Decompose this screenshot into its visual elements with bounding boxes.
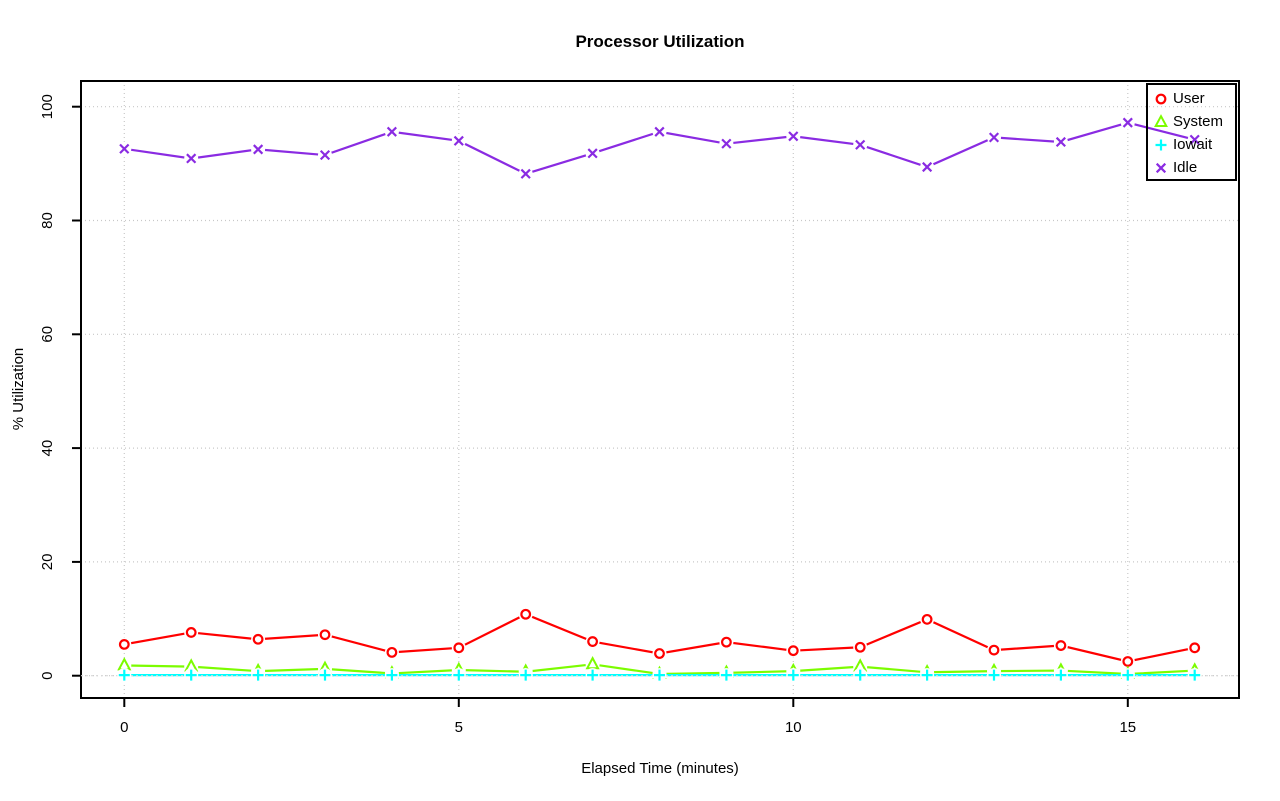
legend-label-idle: Idle bbox=[1173, 159, 1198, 176]
user-circle-marker-icon bbox=[1155, 93, 1167, 104]
idle-marker bbox=[587, 148, 598, 159]
idle-marker bbox=[453, 135, 464, 146]
user-marker bbox=[386, 646, 398, 658]
iowait-marker bbox=[1055, 669, 1067, 681]
iowait-marker bbox=[1189, 669, 1201, 681]
iowait-marker bbox=[854, 669, 866, 681]
iowait-marker bbox=[185, 669, 197, 681]
user-marker bbox=[587, 636, 598, 647]
iowait-marker bbox=[386, 669, 398, 681]
user-marker bbox=[721, 636, 732, 648]
user-marker bbox=[185, 627, 197, 638]
iowait-marker bbox=[720, 669, 732, 681]
user-marker bbox=[252, 633, 264, 645]
legend-item-system: System bbox=[1148, 110, 1235, 133]
iowait-marker bbox=[921, 669, 933, 681]
legend-label-system: System bbox=[1173, 113, 1224, 130]
idle-marker bbox=[855, 139, 866, 150]
iowait-marker bbox=[252, 669, 264, 681]
user-marker bbox=[854, 641, 866, 653]
legend-box: User System Iowait Idle bbox=[1146, 83, 1237, 181]
idle-marker bbox=[1189, 134, 1200, 145]
user-marker bbox=[654, 648, 665, 659]
legend-item-iowait: Iowait bbox=[1148, 133, 1235, 156]
x-tick-label: 0 bbox=[120, 719, 128, 736]
user-marker bbox=[453, 642, 465, 654]
idle-marker bbox=[1055, 136, 1066, 148]
user-marker bbox=[988, 644, 1000, 656]
iowait-marker bbox=[118, 669, 130, 681]
y-axis-label: % Utilization bbox=[10, 347, 27, 431]
legend-label-user: User bbox=[1173, 90, 1205, 107]
legend-item-user: User bbox=[1148, 87, 1235, 110]
user-marker bbox=[1189, 642, 1201, 654]
user-marker bbox=[319, 629, 331, 641]
idle-marker bbox=[253, 144, 264, 155]
user-marker bbox=[520, 608, 532, 620]
chart-title: Processor Utilization bbox=[575, 32, 745, 51]
iowait-marker bbox=[453, 669, 465, 681]
y-tick-label: 80 bbox=[39, 212, 56, 229]
idle-marker bbox=[922, 161, 933, 173]
y-tick-label: 0 bbox=[39, 672, 56, 680]
idle-x-marker-icon bbox=[1155, 162, 1167, 173]
legend-label-iowait: Iowait bbox=[1173, 136, 1213, 153]
idle-marker bbox=[1122, 117, 1133, 128]
iowait-marker bbox=[654, 669, 665, 681]
user-marker bbox=[921, 613, 933, 625]
y-tick-label: 100 bbox=[39, 94, 56, 119]
iowait-marker bbox=[520, 669, 532, 681]
user-marker bbox=[1055, 640, 1067, 651]
iowait-marker bbox=[787, 669, 799, 681]
idle-marker bbox=[988, 132, 1000, 143]
x-axis-label: Elapsed Time (minutes) bbox=[581, 760, 739, 777]
iowait-plus-marker-icon bbox=[1155, 139, 1167, 150]
iowait-marker bbox=[988, 669, 1000, 681]
x-tick-label: 5 bbox=[455, 719, 463, 736]
iowait-marker bbox=[587, 669, 599, 681]
legend-item-idle: Idle bbox=[1148, 156, 1235, 179]
x-tick-label: 15 bbox=[1119, 719, 1136, 736]
iowait-marker bbox=[319, 669, 331, 681]
idle-marker bbox=[119, 143, 130, 154]
x-tick-label: 10 bbox=[785, 719, 802, 736]
axis-box bbox=[80, 80, 1240, 699]
user-marker bbox=[787, 645, 799, 657]
idle-marker bbox=[386, 126, 397, 137]
idle-marker bbox=[654, 126, 665, 137]
idle-marker bbox=[520, 168, 531, 179]
y-tick-label: 20 bbox=[39, 554, 56, 571]
idle-marker bbox=[788, 131, 799, 142]
y-tick-label: 40 bbox=[39, 440, 56, 457]
system-triangle-marker-icon bbox=[1154, 113, 1168, 127]
iowait-marker bbox=[1122, 669, 1134, 681]
idle-marker bbox=[721, 138, 732, 149]
y-tick-label: 60 bbox=[39, 326, 56, 343]
idle-marker bbox=[186, 153, 197, 164]
user-marker bbox=[118, 639, 130, 650]
idle-marker bbox=[319, 149, 331, 161]
